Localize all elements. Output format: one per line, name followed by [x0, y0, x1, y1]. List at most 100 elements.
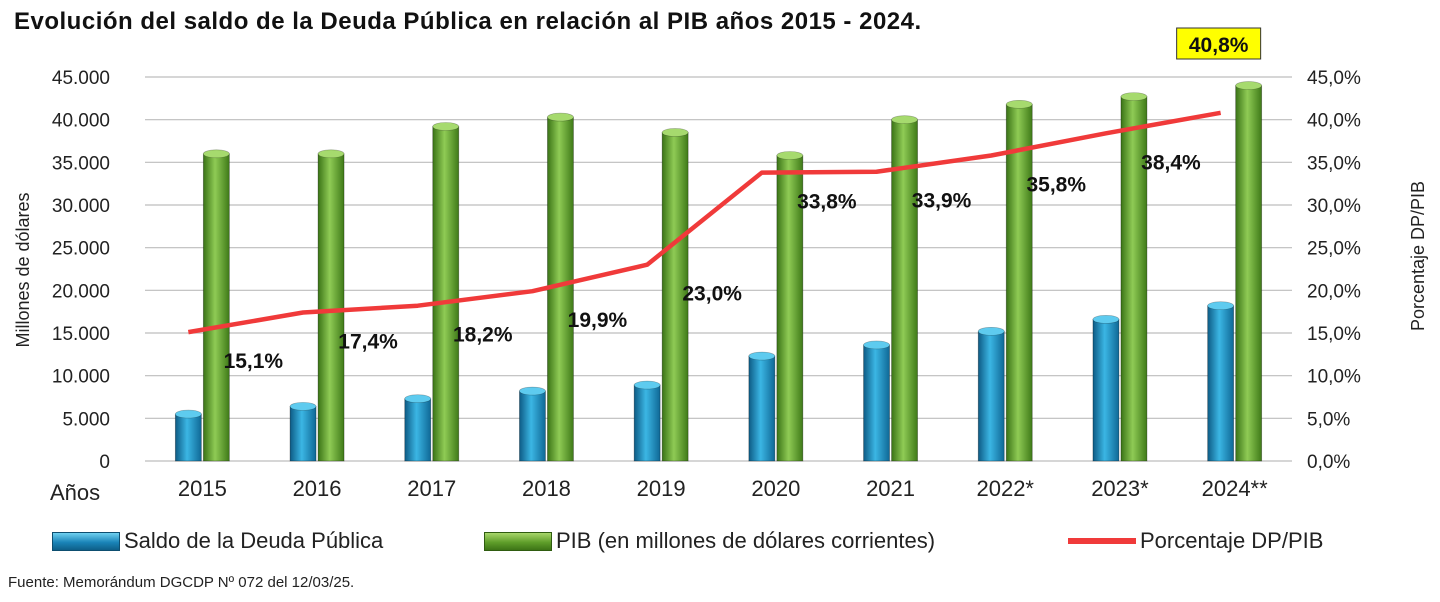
y-tick-label: 45.000 [52, 68, 110, 89]
bar-debt [174, 413, 202, 462]
bar-gdp-top [432, 122, 460, 131]
bar-debt-top [1092, 315, 1120, 324]
bar-gdp [1120, 96, 1148, 462]
highlight-label-box [1176, 27, 1262, 60]
bar-debt-top [404, 394, 432, 404]
line-data-label: 33,9% [912, 190, 972, 213]
bar-debt-top [289, 402, 317, 411]
x-tick-label: 2018 [522, 476, 571, 501]
bar-gdp [1235, 85, 1263, 462]
line-data-label: 40,8% [1189, 34, 1249, 57]
line-data-label: 19,9% [568, 309, 628, 332]
legend-label-debt: Saldo de la Deuda Pública [124, 528, 384, 553]
x-tick-label: 2017 [407, 476, 456, 501]
y-tick-label: 5.000 [62, 409, 110, 430]
y-tick-label: 35.000 [52, 153, 110, 174]
source-note: Fuente: Memorándum DGCDP Nº 072 del 12/0… [8, 574, 355, 591]
bar-gdp [317, 153, 345, 462]
x-axis: 2015 2016 2017 2018 2019 2020 2021 2022* 2023* 20… [178, 476, 1268, 501]
bar-gdp-top [547, 112, 574, 122]
line-data-label: 35,8% [1026, 174, 1086, 197]
bar-gdp-top [1235, 81, 1262, 90]
bar-gdp-top [203, 149, 230, 159]
line-data-label: 17,4% [338, 331, 398, 354]
y2-tick-label: 40,0% [1307, 111, 1361, 132]
x-axis-title: Años [50, 480, 100, 505]
line-data-label: 38,4% [1141, 151, 1201, 174]
legend-item-gdp: PIB (en millones de dólares corrientes) [484, 526, 935, 556]
bar-gdp-top [317, 149, 345, 159]
line-data-label: 18,2% [453, 324, 513, 347]
y-tick-label: 40.000 [52, 111, 110, 132]
legend-swatch-debt [52, 531, 120, 551]
bar-debt [977, 330, 1005, 462]
x-tick-label: 2015 [178, 476, 227, 501]
bar-debt-top [863, 340, 890, 350]
x-tick-label: 2022* [976, 476, 1034, 501]
bar-debt-top [977, 326, 1005, 336]
y2-tick-label: 30,0% [1307, 196, 1361, 217]
line-data-label: 33,8% [797, 191, 857, 214]
bar-gdp [202, 153, 230, 462]
grid-lines [145, 76, 1292, 462]
y-tick-label: 15.000 [52, 324, 110, 345]
y-tick-label: 0 [99, 452, 110, 473]
x-tick-label: 2021 [866, 476, 915, 501]
bar-debt-top [633, 380, 661, 390]
bar-debt-top [1207, 301, 1234, 310]
bar-gdp-top [661, 128, 689, 137]
y2-axis-title: Porcentaje DP/PIB [1408, 181, 1428, 331]
bar-gdp [547, 116, 574, 462]
bar-gdp [891, 119, 918, 462]
bars [174, 81, 1263, 462]
chart-title: Evolución del saldo de la Deuda Pública … [14, 8, 922, 35]
legend-label-gdp: PIB (en millones de dólares corrientes) [556, 528, 936, 553]
y-axis-right: 0,0% 5,0% 10,0% 15,0% 20,0% 25,0% 30,0% 35,0% 40… [1307, 68, 1361, 473]
x-tick-label: 2016 [293, 476, 342, 501]
bar-gdp [432, 126, 460, 462]
line-data-label: 15,1% [224, 350, 284, 373]
bar-debt-top [748, 351, 776, 361]
x-tick-label: 2020 [751, 476, 800, 501]
x-tick-label: 2023* [1091, 476, 1149, 501]
bar-debt [1092, 318, 1120, 462]
bar-gdp-top [1005, 100, 1033, 109]
bar-debt-top [519, 386, 546, 396]
legend-swatch-ratio [1068, 538, 1136, 544]
y-tick-label: 30.000 [52, 196, 110, 217]
bar-debt [863, 344, 890, 462]
bar-gdp [661, 132, 689, 462]
y2-tick-label: 45,0% [1307, 68, 1361, 89]
bar-gdp-top [776, 151, 804, 160]
line-series-ratio [187, 110, 1222, 335]
legend-swatch-gdp [484, 531, 552, 551]
y-axis-left: 0 5.000 10.000 15.000 20.000 25.000 30.000 35.0… [52, 68, 110, 473]
bar-gdp-top [891, 115, 918, 124]
bar-debt [748, 355, 776, 462]
bar-gdp [776, 155, 804, 462]
percent-line [187, 110, 1222, 335]
y2-tick-label: 25,0% [1307, 239, 1361, 260]
y-axis-title: Millones de dólares [13, 192, 33, 347]
y2-tick-label: 0,0% [1307, 452, 1350, 473]
legend-item-ratio: Porcentaje DP/PIB [1068, 526, 1323, 556]
bar-debt-top [175, 409, 202, 419]
bar-debt [1207, 305, 1235, 462]
data-labels: 15,1% 17,4% 18,2% 19,9% 23,0% 33,8% 33,9% 35,8%… [224, 27, 1262, 373]
bar-debt [289, 405, 317, 462]
y-tick-label: 20.000 [52, 281, 110, 302]
y2-tick-label: 15,0% [1307, 324, 1361, 345]
legend-item-debt: Saldo de la Deuda Pública [52, 526, 383, 556]
bar-debt [519, 390, 546, 462]
y2-tick-label: 20,0% [1307, 281, 1361, 302]
bar-debt [404, 398, 432, 462]
x-tick-label: 2019 [637, 476, 686, 501]
bar-debt [633, 384, 661, 462]
y-tick-label: 25.000 [52, 239, 110, 260]
y-tick-label: 10.000 [52, 367, 110, 388]
y2-tick-label: 35,0% [1307, 153, 1361, 174]
y2-tick-label: 5,0% [1307, 409, 1350, 430]
bar-gdp [1005, 103, 1033, 462]
bar-gdp-top [1120, 92, 1148, 101]
